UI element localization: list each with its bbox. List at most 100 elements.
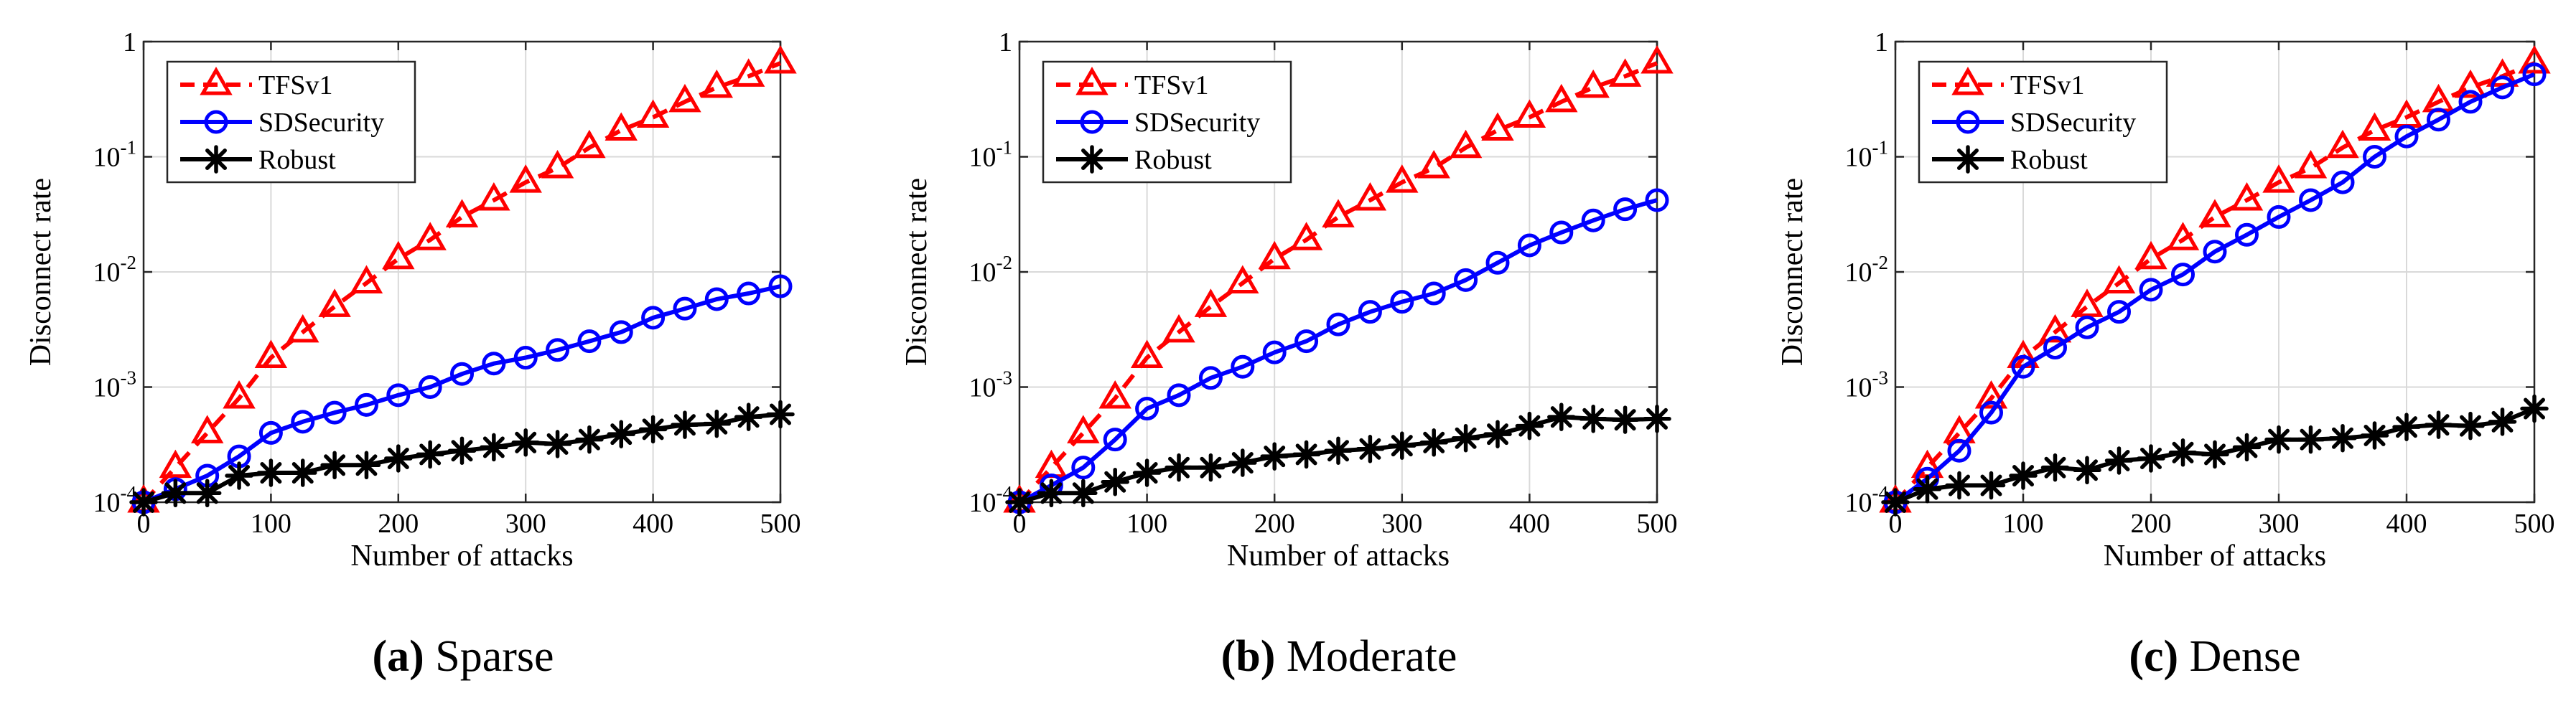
panel-caption: (b) Moderate [1221,632,1457,681]
y-tick-base: 1 [123,27,136,57]
data-point-sdsecurity [673,296,697,321]
x-tick-label: 400 [2386,509,2427,539]
y-tick-exponent: -2 [1872,252,1889,273]
data-point-robust [2040,453,2070,482]
data-point-tfsv1 [1386,164,1419,193]
data-point-sdsecurity [2139,278,2163,302]
series-sdsecurity [131,274,793,514]
y-tick-label: 10-1 [1845,137,1889,173]
series-line-tfsv1 [141,61,782,504]
data-point-robust [638,415,668,444]
data-point-tfsv1 [318,288,351,317]
legend-marker-robust [1078,145,1106,174]
chart-panel-3: 0 100 200 300 400 50010-410-310-210-11Number … [1776,27,2555,681]
data-point-sdsecurity [704,287,729,311]
data-point-sdsecurity [2011,354,2035,379]
data-point-sdsecurity [1167,383,1191,408]
series-robust [1881,394,2549,517]
x-tick-label: 200 [378,509,419,539]
data-point-robust [447,436,477,465]
series-line-tfsv1 [1017,61,1658,504]
data-point-tfsv1 [636,99,670,128]
data-point-tfsv1 [2198,199,2231,227]
data-point-sdsecurity [2043,336,2067,360]
y-tick-label: 10-2 [969,252,1013,288]
data-point-sdsecurity [1947,438,1971,463]
data-point-robust [1324,436,1353,465]
data-point-sdsecurity [2299,188,2323,212]
data-point-tfsv1 [1481,112,1514,141]
y-tick-label: 1 [123,27,136,57]
legend-label-robust: Robust [1134,145,1212,175]
data-point-tfsv1 [2071,288,2104,317]
data-point-sdsecurity [386,383,411,408]
data-point-sdsecurity [1454,268,1478,292]
data-point-tfsv1 [1417,150,1450,179]
x-tick-label: 100 [251,509,291,539]
data-point-tfsv1 [382,240,415,270]
data-point-tfsv1 [1130,339,1164,369]
y-tick-base: 10 [93,143,121,173]
legend-marker-sdsecurity [204,110,228,134]
legend-label-sdsecurity: SDSecurity [1134,108,1260,138]
data-point-robust [2201,440,2229,469]
data-point-robust [734,402,763,431]
data-point-tfsv1 [286,314,319,343]
chart-panel-2: 0 100 200 300 400 50010-410-310-210-11Number … [900,27,1678,681]
y-tick-exponent: -2 [121,252,137,273]
series-sdsecurity [1007,188,1669,514]
x-tick-label: 0 [137,509,151,539]
legend-marker-tfsv1 [200,66,233,95]
data-point-robust [192,479,222,508]
series-robust [1005,402,1671,517]
y-tick-base: 10 [93,488,121,518]
data-point-robust [1228,448,1257,477]
data-point-sdsecurity [2075,315,2099,339]
data-point-tfsv1 [732,58,765,87]
data-point-sdsecurity [737,281,761,306]
data-point-robust [1977,471,2006,500]
y-tick-base: 10 [969,373,997,403]
legend-marker-robust [202,145,230,174]
x-tick-label: 300 [2259,509,2300,539]
data-point-robust [1069,479,1098,508]
data-point-robust [1547,402,1576,431]
data-point-robust [480,433,508,462]
caption-letter: (c) [2129,632,2178,681]
data-point-robust [1515,411,1544,441]
data-point-sdsecurity [1231,354,1255,379]
y-tick-exponent: -1 [1872,137,1889,159]
data-point-tfsv1 [223,380,256,409]
data-point-robust [320,451,349,480]
data-point-tfsv1 [2230,182,2264,211]
y-axis-label: Disconnect rate [1776,178,1809,366]
series-robust [129,400,795,517]
data-point-sdsecurity [1645,188,1669,212]
legend-label-sdsecurity: SDSecurity [2010,108,2136,138]
chart-panel-1: 0 100 200 300 400 50010-410-310-210-11Number … [24,27,801,681]
data-point-tfsv1 [477,182,510,211]
x-axis-label: Number of attacks [2104,540,2326,573]
y-tick-base: 10 [1845,373,1872,403]
legend-label-tfsv1: TFSv1 [258,70,332,100]
x-tick-label: 0 [1889,509,1903,539]
data-point-robust [607,420,635,448]
data-point-robust [2232,433,2262,462]
series-line-tfsv1 [1893,61,2536,504]
data-point-sdsecurity [2363,145,2386,169]
data-point-tfsv1 [1162,314,1195,343]
data-point-sdsecurity [1326,312,1350,336]
legend-label-tfsv1: TFSv1 [2010,70,2084,100]
data-point-robust [256,458,286,487]
y-tick-label: 10-2 [93,252,137,288]
legend-label-sdsecurity: SDSecurity [258,108,384,138]
data-point-tfsv1 [1545,83,1578,113]
x-tick-label: 500 [1637,509,1678,539]
legend-marker-tfsv1 [1951,66,1984,95]
legend-marker-robust [1954,145,1982,174]
data-point-sdsecurity [609,320,633,344]
data-point-sdsecurity [2522,62,2547,87]
data-point-sdsecurity [354,392,378,417]
data-point-sdsecurity [768,274,793,298]
